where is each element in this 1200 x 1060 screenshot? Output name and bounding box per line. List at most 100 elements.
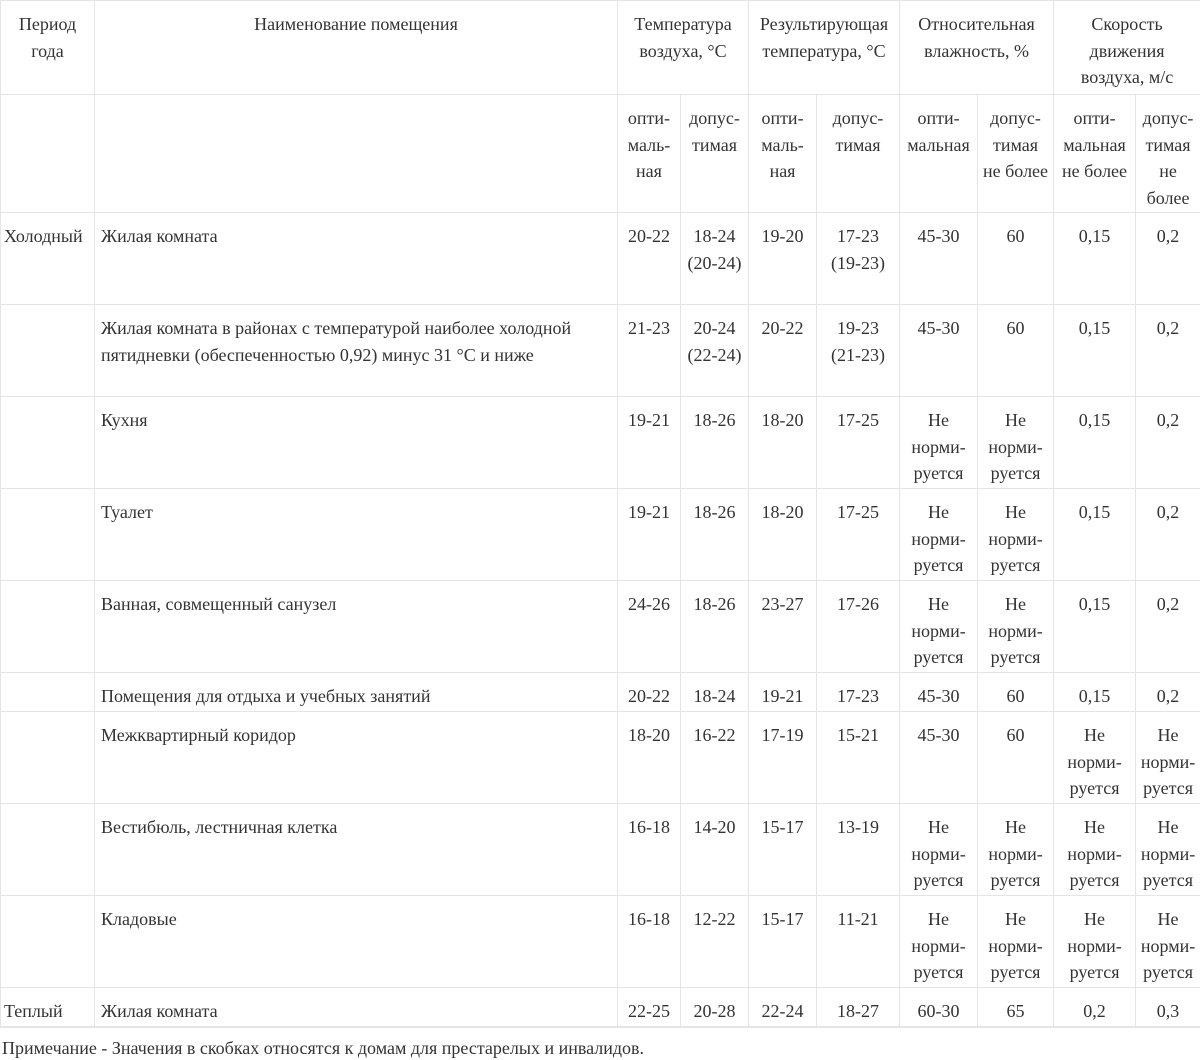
value-cell: Не норми-руется — [900, 581, 978, 673]
room-name-cell: Жилая комната в районах с температурой н… — [95, 305, 618, 397]
climate-norms-table: Период года Наименование помещения Темпе… — [0, 0, 1200, 1027]
value-cell: 0,15 — [1054, 213, 1136, 305]
value-cell: Не норми-руется — [1054, 712, 1136, 804]
value-cell: 0,3 — [1136, 988, 1200, 1027]
period-cell — [1, 804, 95, 896]
value-cell: 20-22 — [749, 305, 817, 397]
subheader-cell: опти-мальная не более — [1054, 95, 1136, 213]
room-name-cell: Жилая комната — [95, 988, 618, 1027]
period-cell — [1, 896, 95, 988]
header-period: Период года — [1, 1, 95, 95]
value-cell: 0,15 — [1054, 305, 1136, 397]
value-cell: Не норми-руется — [900, 489, 978, 581]
value-cell: Не норми-руется — [978, 581, 1054, 673]
value-cell: Не норми-руется — [1136, 896, 1200, 988]
value-cell: 11-21 — [817, 896, 900, 988]
subheader-cell: допус-тимая — [681, 95, 749, 213]
room-name-cell: Кладовые — [95, 896, 618, 988]
value-cell: 18-20 — [749, 489, 817, 581]
value-cell: 16-18 — [618, 804, 681, 896]
room-name-cell: Ванная, совмещенный санузел — [95, 581, 618, 673]
value-cell: 0,2 — [1136, 673, 1200, 712]
table-note: Примечание - Значения в скобках относятс… — [0, 1027, 1200, 1060]
room-name-cell: Жилая комната — [95, 213, 618, 305]
value-cell: 14-20 — [681, 804, 749, 896]
value-cell: Не норми-руется — [900, 804, 978, 896]
period-cell: Теплый — [1, 988, 95, 1027]
room-name-cell: Межквартирный коридор — [95, 712, 618, 804]
table-row: Жилая комната в районах с температурой н… — [1, 305, 1200, 397]
room-name-cell: Вестибюль, лестничная клетка — [95, 804, 618, 896]
value-cell: 19-21 — [618, 489, 681, 581]
value-cell: 15-21 — [817, 712, 900, 804]
value-cell: 60 — [978, 673, 1054, 712]
header-air-temp: Температура воздуха, °С — [618, 1, 749, 95]
value-cell: 18-24 (20-24) — [681, 213, 749, 305]
value-cell: 12-22 — [681, 896, 749, 988]
value-cell: 24-26 — [618, 581, 681, 673]
value-cell: 18-26 — [681, 397, 749, 489]
subheader-cell: допус-тимая — [817, 95, 900, 213]
subheader-cell: опти-мальная — [900, 95, 978, 213]
value-cell: 45-30 — [900, 305, 978, 397]
value-cell: Не норми-руется — [1054, 896, 1136, 988]
value-cell: 60 — [978, 712, 1054, 804]
value-cell: Не норми-руется — [978, 804, 1054, 896]
header-result-temp: Результирующая температура, °С — [749, 1, 900, 95]
value-cell: 16-22 — [681, 712, 749, 804]
value-cell: Не норми-руется — [1136, 804, 1200, 896]
value-cell: 0,15 — [1054, 397, 1136, 489]
value-cell: 0,15 — [1054, 581, 1136, 673]
value-cell: 0,2 — [1136, 489, 1200, 581]
subheader-row: опти-маль-ная допус-тимая опти-маль-ная … — [1, 95, 1200, 213]
value-cell: 60 — [978, 213, 1054, 305]
value-cell: Не норми-руется — [1136, 712, 1200, 804]
room-name-cell: Помещения для отдыха и учебных занятий — [95, 673, 618, 712]
value-cell: 21-23 — [618, 305, 681, 397]
value-cell: 19-21 — [618, 397, 681, 489]
room-name-cell: Туалет — [95, 489, 618, 581]
value-cell: 45-30 — [900, 213, 978, 305]
room-name-cell: Кухня — [95, 397, 618, 489]
value-cell: 15-17 — [749, 896, 817, 988]
value-cell: 17-23 — [817, 673, 900, 712]
value-cell: 0,2 — [1136, 213, 1200, 305]
value-cell: 0,2 — [1054, 988, 1136, 1027]
value-cell: 45-30 — [900, 712, 978, 804]
period-cell — [1, 673, 95, 712]
subheader-cell: опти-маль-ная — [618, 95, 681, 213]
value-cell: 17-23 (19-23) — [817, 213, 900, 305]
value-cell: 19-21 — [749, 673, 817, 712]
value-cell: Не норми-руется — [978, 397, 1054, 489]
value-cell: 18-24 — [681, 673, 749, 712]
value-cell: 22-25 — [618, 988, 681, 1027]
value-cell: Не норми-руется — [1054, 804, 1136, 896]
header-row: Период года Наименование помещения Темпе… — [1, 1, 1200, 95]
subheader-cell: допус-тимая не более — [978, 95, 1054, 213]
value-cell: 22-24 — [749, 988, 817, 1027]
value-cell: 17-25 — [817, 397, 900, 489]
value-cell: 13-19 — [817, 804, 900, 896]
header-air-speed: Скорость движения воздуха, м/с — [1054, 1, 1200, 95]
value-cell: 65 — [978, 988, 1054, 1027]
value-cell: 0,2 — [1136, 581, 1200, 673]
value-cell: 18-20 — [749, 397, 817, 489]
value-cell: 17-26 — [817, 581, 900, 673]
value-cell: 45-30 — [900, 673, 978, 712]
period-cell — [1, 712, 95, 804]
value-cell: 23-27 — [749, 581, 817, 673]
value-cell: 16-18 — [618, 896, 681, 988]
period-cell — [1, 581, 95, 673]
value-cell: 18-26 — [681, 581, 749, 673]
subheader-cell: опти-маль-ная — [749, 95, 817, 213]
value-cell: 20-24 (22-24) — [681, 305, 749, 397]
value-cell: 18-26 — [681, 489, 749, 581]
